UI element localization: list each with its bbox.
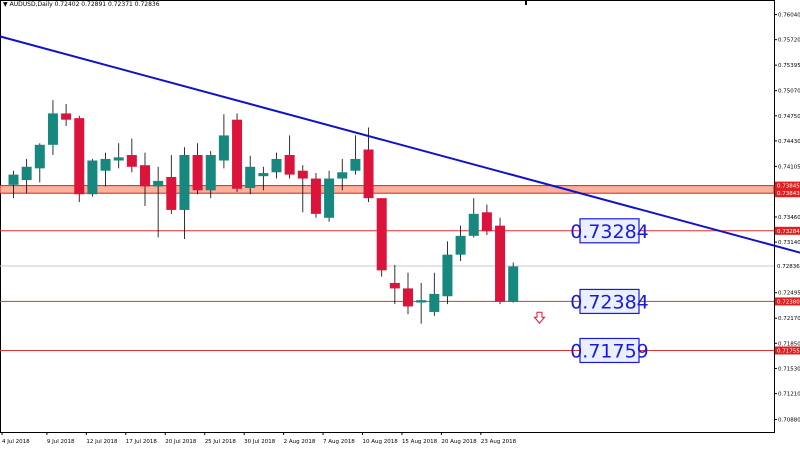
ohlc-values: 0.72402 0.72891 0.72371 0.72836 [54, 1, 160, 8]
x-tick-label: 15 Aug 2018 [402, 439, 438, 445]
candle-body[interactable] [310, 178, 321, 214]
candle-body[interactable] [429, 293, 440, 312]
y-tick-label: 0.74750 [778, 114, 800, 120]
level-label-text: 0.72384 [570, 291, 649, 313]
level-label-text: 0.73284 [570, 221, 649, 243]
x-tick-label: 12 Jul 2018 [86, 439, 118, 445]
level-label: 0.72384 [570, 288, 649, 315]
level-tag-bg [775, 226, 800, 235]
zone-top-tag-bg [775, 181, 800, 190]
symbol-header: ▼ AUDUSD,Daily 0.72402 0.72891 0.72371 0.… [3, 1, 160, 8]
x-tick-label: 20 Aug 2018 [441, 439, 477, 445]
candle-body[interactable] [495, 225, 506, 302]
level-tag: 0.73284 [777, 229, 800, 235]
candle-body[interactable] [376, 198, 387, 271]
x-tick-label: 2 Aug 2018 [284, 439, 316, 445]
y-tick-label: 0.71210 [778, 392, 800, 398]
dropdown-triangle-icon[interactable]: ▼ [3, 1, 8, 8]
y-tick-label: 0.71530 [778, 366, 800, 372]
level-label-box [579, 288, 640, 315]
candle-body[interactable] [113, 157, 124, 161]
candle-body[interactable] [74, 118, 85, 195]
candle-body[interactable] [153, 180, 164, 187]
level-tag-bg [775, 297, 800, 306]
candle-body[interactable] [481, 212, 492, 232]
x-tick-label: 23 Aug 2018 [481, 439, 517, 445]
x-tick-label: 20 Jul 2018 [165, 439, 197, 445]
y-tick-label: 0.75720 [778, 38, 800, 44]
candle-body[interactable] [508, 266, 519, 302]
resistance-zone [0, 185, 775, 194]
candle-body[interactable] [468, 213, 479, 236]
current-price-tag-bg [775, 261, 800, 270]
level-tag: 0.72380 [777, 299, 800, 305]
level-tag-bg [775, 346, 800, 355]
candle-body[interactable] [245, 166, 256, 188]
candle-body[interactable] [232, 119, 243, 189]
y-tick-label: 0.72495 [778, 291, 800, 297]
candle-body[interactable] [337, 172, 348, 179]
symbol-name: AUDUSD,Daily [9, 1, 53, 8]
candle-body[interactable] [271, 158, 282, 173]
level-label-text: 0.71759 [570, 340, 649, 362]
candle-body[interactable] [21, 166, 32, 181]
zone-bottom-tag-bg [775, 189, 800, 198]
candle-body[interactable] [350, 158, 361, 171]
candle-body[interactable] [284, 155, 295, 175]
level-tag: 0.71755 [777, 348, 800, 354]
y-tick-label: 0.72170 [778, 316, 800, 322]
y-tick-label: 0.76040 [778, 13, 800, 19]
x-tick-label: 25 Jul 2018 [205, 439, 237, 445]
y-tick-label: 0.75395 [778, 63, 800, 69]
x-tick-label: 30 Jul 2018 [244, 439, 276, 445]
y-tick-label: 0.74105 [778, 164, 800, 170]
candle-body[interactable] [389, 282, 400, 289]
candle-body[interactable] [166, 176, 177, 210]
candle-body[interactable] [363, 149, 374, 199]
level-label: 0.71759 [570, 337, 649, 364]
candle-body[interactable] [140, 165, 150, 187]
y-tick-label: 0.74430 [778, 139, 800, 145]
zone-bottom-tag: 0.73843 [777, 191, 800, 197]
candle-body[interactable] [403, 288, 413, 307]
level-label-box [579, 337, 640, 364]
candle-body[interactable] [100, 158, 111, 171]
candle-body[interactable] [61, 113, 72, 120]
candle-body[interactable] [324, 178, 335, 218]
y-tick-label: 0.75070 [778, 89, 800, 95]
y-tick-label: 0.73460 [778, 215, 800, 221]
y-tick-label: 0.70880 [778, 417, 800, 423]
plot-frame [0, 0, 775, 433]
down-arrow-icon [533, 311, 546, 325]
candle-body[interactable] [442, 254, 453, 297]
y-tick-label: 0.73140 [778, 240, 800, 246]
level-label: 0.73284 [570, 218, 649, 244]
candle-body[interactable] [126, 155, 137, 167]
candle-body[interactable] [47, 113, 58, 145]
candle-body[interactable] [179, 155, 190, 210]
candle-body[interactable] [192, 155, 203, 191]
candle-body[interactable] [205, 155, 216, 191]
candle-body[interactable] [8, 174, 19, 185]
x-tick-label: 10 Aug 2018 [362, 439, 398, 445]
candle-body[interactable] [34, 144, 45, 169]
x-tick-label: 17 Jul 2018 [126, 439, 158, 445]
level-label-box [579, 218, 640, 244]
candle-body[interactable] [258, 173, 269, 177]
x-tick-label: 4 Jul 2018 [2, 439, 30, 445]
candle-body[interactable] [297, 170, 308, 179]
current-price-tag: 0.72836 [777, 264, 800, 270]
zone-top-tag: 0.73845 [777, 184, 800, 190]
x-tick-label: 9 Jul 2018 [47, 439, 75, 445]
candle-body[interactable] [416, 300, 427, 303]
trendline[interactable] [0, 35, 800, 267]
candle-body[interactable] [87, 160, 98, 195]
candle-body[interactable] [218, 135, 229, 161]
y-tick-label: 0.71850 [778, 341, 800, 347]
candle-body[interactable] [455, 235, 466, 255]
x-tick-label: 7 Aug 2018 [323, 439, 355, 445]
